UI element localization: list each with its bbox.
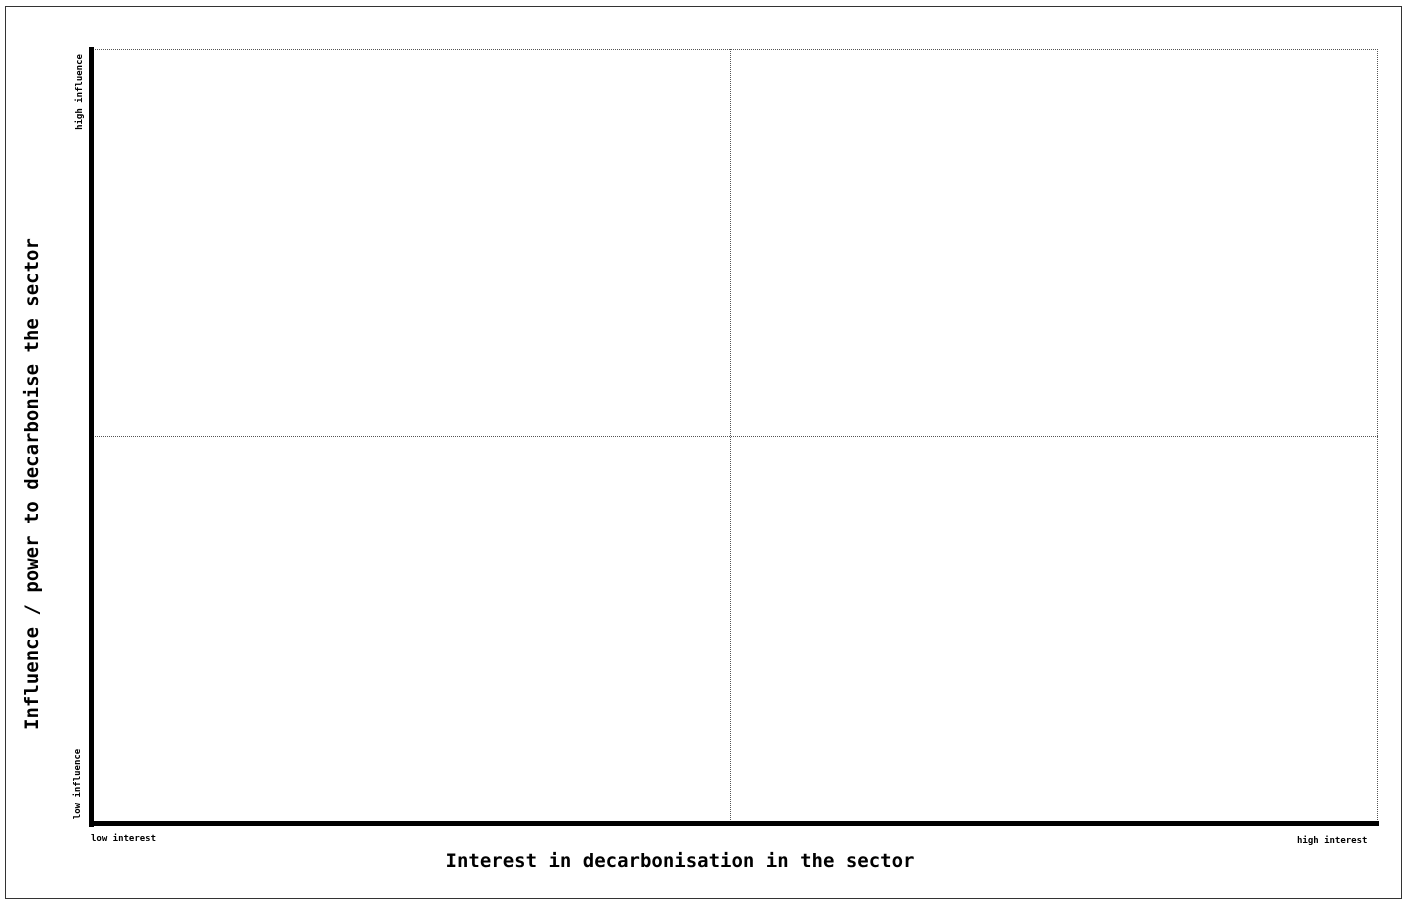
- x-axis-line: [89, 821, 1379, 826]
- y-axis-low-label: low influence: [73, 749, 83, 819]
- y-axis-high-label: high influence: [75, 54, 85, 130]
- x-axis-low-label: low interest: [91, 834, 156, 844]
- x-axis-high-label: high interest: [1297, 836, 1367, 846]
- horizontal-quadrant-divider: [95, 436, 1378, 437]
- x-axis-title: Interest in decarbonisation in the secto…: [446, 850, 915, 872]
- y-axis-line: [89, 47, 94, 827]
- y-axis-title: Influence / power to decarbonise the sec…: [21, 238, 43, 730]
